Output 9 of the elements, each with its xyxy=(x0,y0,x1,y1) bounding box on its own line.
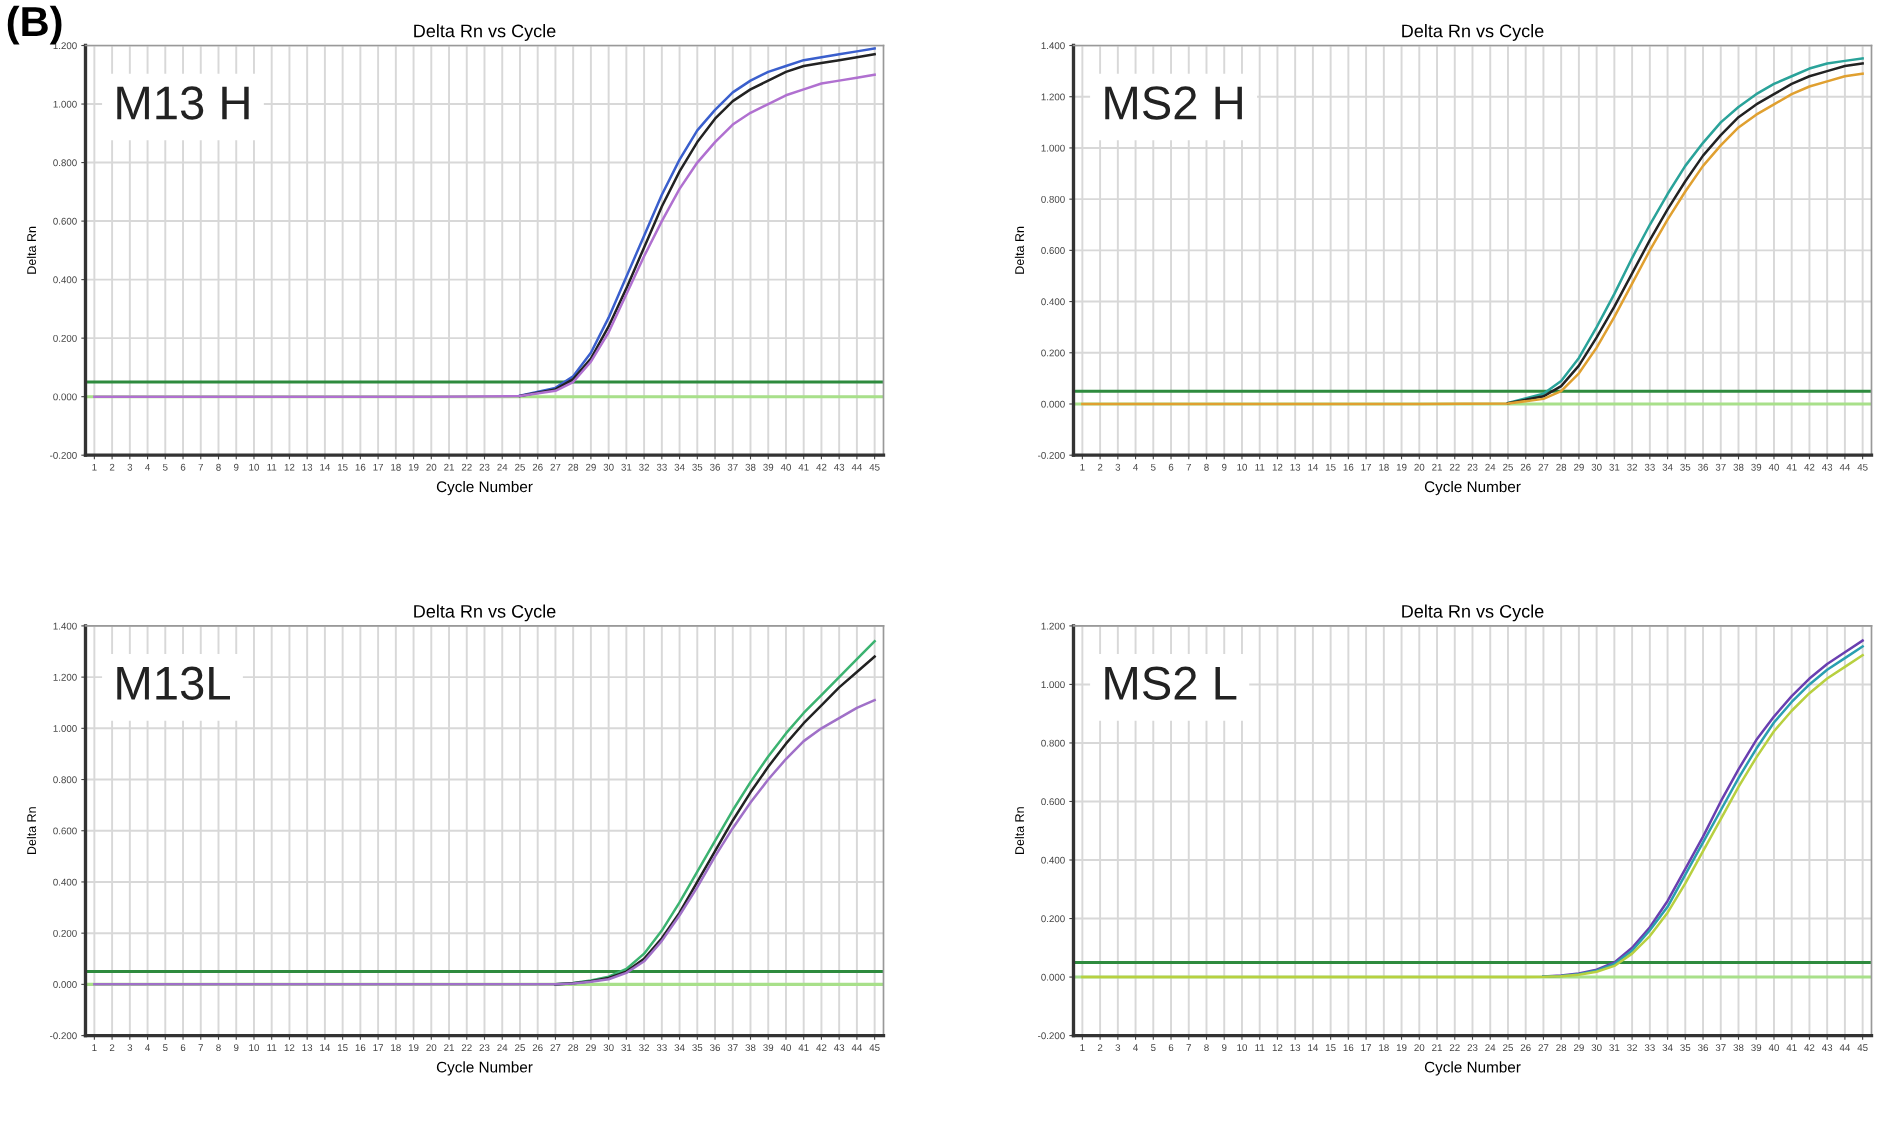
annotation: M13 H xyxy=(117,86,249,120)
chart-title: Delta Rn vs Cycle xyxy=(414,24,556,41)
text: (B) xyxy=(7,5,62,45)
chart-title: Delta Rn vs Cycle xyxy=(1402,24,1544,41)
chart-title: Delta Rn vs Cycle xyxy=(414,604,556,622)
annotation: M13L xyxy=(117,666,230,701)
annotation: MS2 H xyxy=(1105,86,1242,120)
annotation: MS2 L xyxy=(1105,666,1237,701)
chart-title: Delta Rn vs Cycle xyxy=(1402,604,1544,622)
